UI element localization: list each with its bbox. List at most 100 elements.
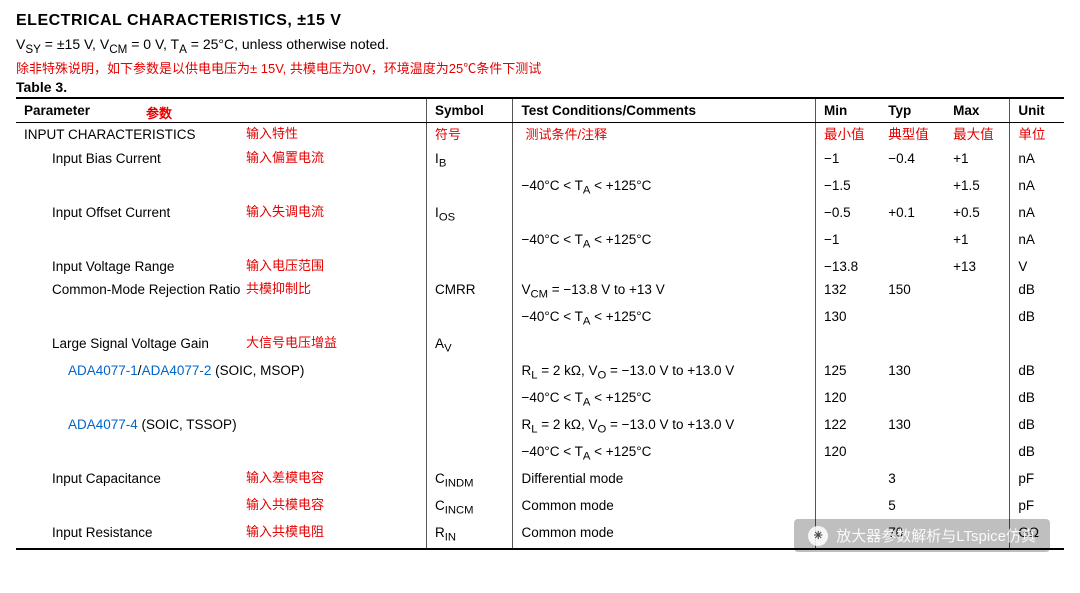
unit-cell: nA — [1010, 201, 1064, 228]
max-cell — [945, 467, 1010, 494]
table-row: −40°C < TA < +125°C120dB — [16, 386, 1064, 413]
param-label: Input Voltage Range — [24, 257, 174, 277]
cond-cell — [513, 255, 816, 279]
table-row: 输入共模电容CINCMCommon mode5pF — [16, 494, 1064, 521]
unit-cell — [1010, 332, 1064, 359]
table-row: Input Offset Current 输入失调电流 IOS −0.5+0.1+0.… — [16, 201, 1064, 228]
table-row: Input Voltage Range输入电压范围−13.8+13V — [16, 255, 1064, 279]
param-label: Input Capacitance — [24, 469, 161, 489]
col-conditions: Test Conditions/Comments — [513, 98, 816, 123]
cond-cell: −40°C < TA < +125°C — [513, 386, 816, 413]
unit-cell: nA — [1010, 174, 1064, 201]
min-cell: 120 — [815, 440, 880, 467]
min-cell: −1 — [815, 147, 880, 174]
max-cell: +1 — [945, 147, 1010, 174]
max-cell: +0.5 — [945, 201, 1010, 228]
max-cell — [945, 413, 1010, 440]
param-ann: 共模抑制比 — [246, 280, 311, 299]
table-row: −40°C < TA < +125°C130dB — [16, 305, 1064, 332]
characteristics-table: Parameter 参数 Symbol Test Conditions/Comm… — [16, 97, 1064, 550]
typ-cell — [880, 386, 945, 413]
ann-cond: 测试条件/注释 — [525, 127, 607, 142]
cond-cell — [513, 332, 816, 359]
symbol-cell: IB — [427, 147, 513, 174]
symbol-cell — [427, 413, 513, 440]
table-row: Large Signal Voltage Gain大信号电压增益AV — [16, 332, 1064, 359]
symbol-cell: IOS — [427, 201, 513, 228]
typ-cell: 130 — [880, 413, 945, 440]
typ-cell — [880, 305, 945, 332]
typ-cell: +0.1 — [880, 201, 945, 228]
unit-cell: nA — [1010, 147, 1064, 174]
unit-cell: dB — [1010, 440, 1064, 467]
symbol-cell — [427, 359, 513, 386]
cond-cell: VCM = −13.8 V to +13 V — [513, 278, 816, 305]
unit-cell: nA — [1010, 228, 1064, 255]
unit-cell: dB — [1010, 413, 1064, 440]
max-cell: +1 — [945, 228, 1010, 255]
min-cell — [815, 332, 880, 359]
col-symbol: Symbol — [427, 98, 513, 123]
cond-cell: Common mode — [513, 521, 816, 549]
max-cell — [945, 386, 1010, 413]
param-ann: 输入电压范围 — [246, 257, 324, 276]
symbol-cell — [427, 440, 513, 467]
param-ann: 输入共模电容 — [246, 496, 324, 515]
ann-typ: 典型值 — [888, 127, 929, 142]
unit-cell: pF — [1010, 467, 1064, 494]
param-ann: 输入偏置电流 — [246, 149, 324, 168]
ann-max: 最大值 — [953, 127, 994, 142]
param-label: ADA4077-1/ADA4077-2 (SOIC, MSOP) — [24, 361, 304, 381]
cond-cell: Differential mode — [513, 467, 816, 494]
wechat-icon: ✳ — [808, 526, 828, 546]
table-row: −40°C < TA < +125°C120 dB — [16, 440, 1064, 467]
cond-cell: RL = 2 kΩ, VO = −13.0 V to +13.0 V — [513, 413, 816, 440]
symbol-cell — [427, 305, 513, 332]
table-row: ADA4077-4 (SOIC, TSSOP)RL = 2 kΩ, VO = −… — [16, 413, 1064, 440]
param-ann: 大信号电压增益 — [246, 334, 337, 353]
section-name: INPUT CHARACTERISTICS — [24, 127, 196, 142]
table-row: ADA4077-1/ADA4077-2 (SOIC, MSOP) RL = 2 k… — [16, 359, 1064, 386]
symbol-cell — [427, 386, 513, 413]
min-cell — [815, 467, 880, 494]
typ-cell: 150 — [880, 278, 945, 305]
typ-cell: 3 — [880, 467, 945, 494]
unit-cell: dB — [1010, 359, 1064, 386]
max-cell — [945, 440, 1010, 467]
symbol-cell: CINCM — [427, 494, 513, 521]
section-ann: 输入特性 — [246, 125, 298, 144]
max-cell — [945, 332, 1010, 359]
table-row: −40°C < TA < +125°C−1+1nA — [16, 228, 1064, 255]
min-cell: 125 — [815, 359, 880, 386]
symbol-cell: CMRR — [427, 278, 513, 305]
cond-cell: −40°C < TA < +125°C — [513, 440, 816, 467]
unit-cell: dB — [1010, 386, 1064, 413]
cond-cell — [513, 201, 816, 228]
max-cell — [945, 494, 1010, 521]
param-ann: 输入共模电阻 — [246, 523, 324, 542]
symbol-cell — [427, 228, 513, 255]
section-title: ELECTRICAL CHARACTERISTICS, ±15 V — [16, 12, 1064, 30]
min-cell: 130 — [815, 305, 880, 332]
table-header-row: Parameter 参数 Symbol Test Conditions/Comm… — [16, 98, 1064, 123]
param-label: Input Offset Current — [24, 203, 170, 223]
min-cell: 122 — [815, 413, 880, 440]
min-cell: −0.5 — [815, 201, 880, 228]
symbol-cell: AV — [427, 332, 513, 359]
max-cell — [945, 278, 1010, 305]
ann-unit: 单位 — [1018, 127, 1045, 142]
cond-cell: −40°C < TA < +125°C — [513, 174, 816, 201]
table-row: Input Bias Current输入偏置电流IB−1−0.4+1nA — [16, 147, 1064, 174]
ann-symbol: 符号 — [435, 127, 461, 142]
param-ann: 输入失调电流 — [246, 203, 324, 222]
typ-cell: 5 — [880, 494, 945, 521]
cond-cell: −40°C < TA < +125°C — [513, 228, 816, 255]
cond-cell: RL = 2 kΩ, VO = −13.0 V to +13.0 V — [513, 359, 816, 386]
cond-cell: Common mode — [513, 494, 816, 521]
param-label: Input Bias Current — [24, 149, 161, 169]
ann-min: 最小值 — [824, 127, 865, 142]
col-max: Max — [945, 98, 1010, 123]
param-label: Common-Mode Rejection Ratio — [24, 280, 240, 300]
watermark-text: 放大器参数解析与LTspice仿真 — [836, 525, 1036, 546]
typ-cell — [880, 332, 945, 359]
